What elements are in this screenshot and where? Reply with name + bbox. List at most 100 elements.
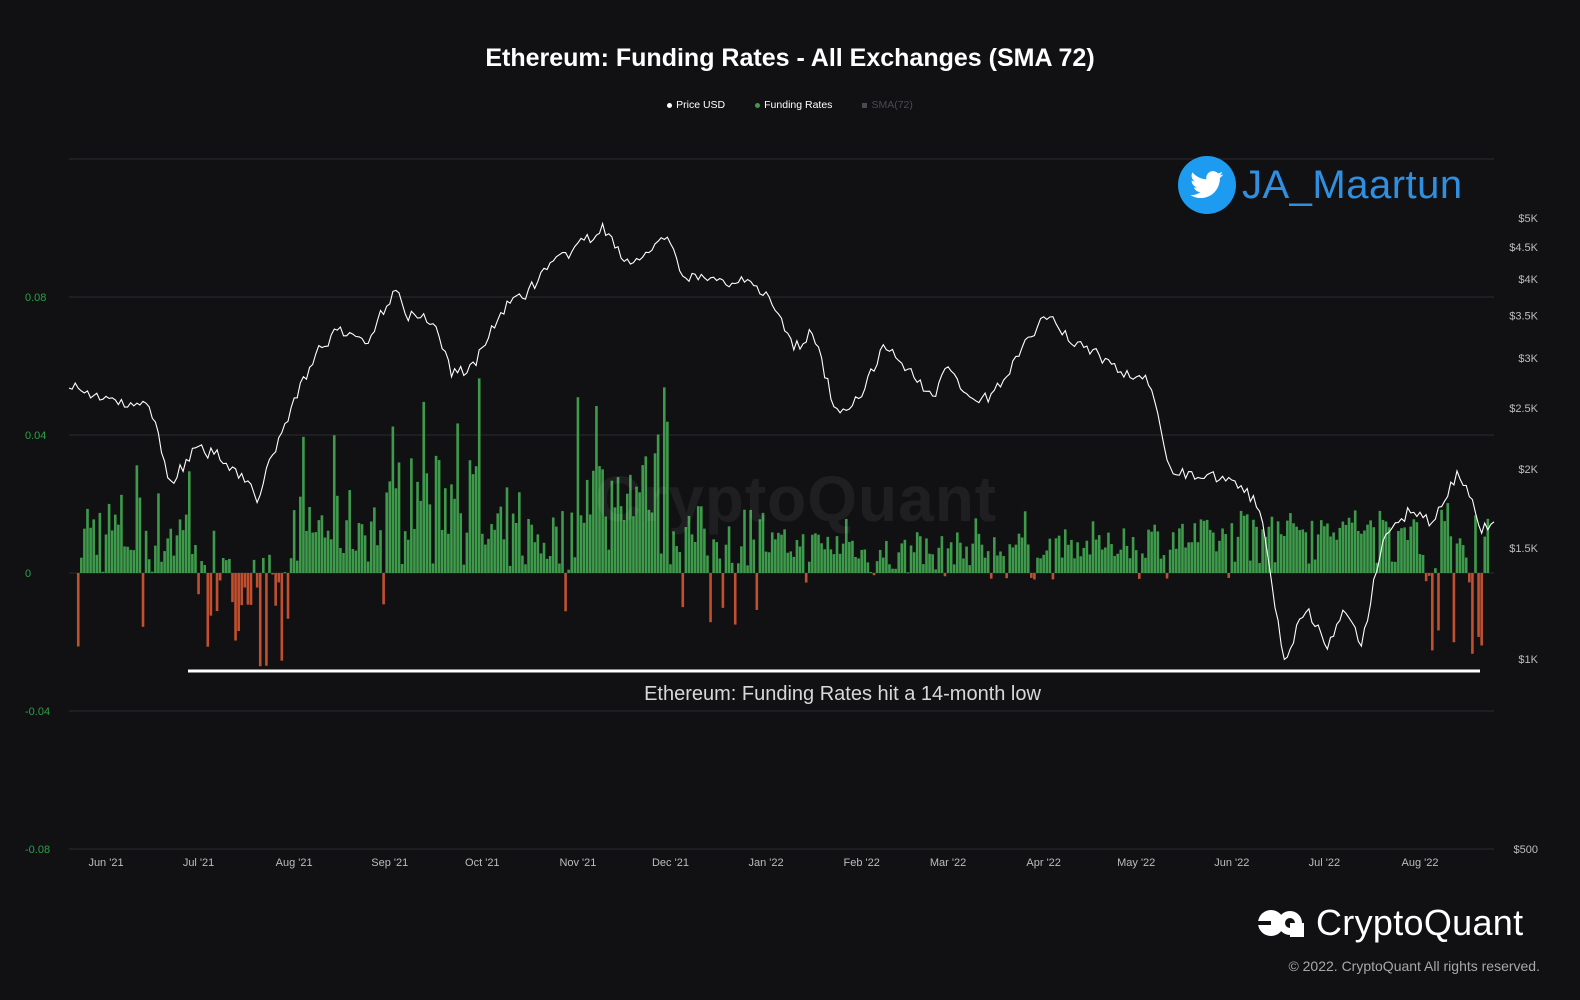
funding-rate-bar [869, 572, 873, 574]
funding-rate-bar [638, 492, 641, 573]
copyright-notice: © 2022. CryptoQuant All rights reserved. [1288, 958, 1540, 974]
funding-rate-bar [965, 546, 968, 573]
x-axis-tick-label: Mar '22 [930, 857, 966, 869]
funding-rate-bar [783, 529, 786, 573]
funding-rate-bar [1030, 573, 1033, 578]
funding-rate-bar [1310, 520, 1314, 573]
funding-rate-bar [675, 546, 678, 573]
funding-rate-bar [354, 550, 358, 573]
funding-rate-bar [385, 492, 388, 573]
funding-rate-bar [928, 553, 931, 573]
funding-rate-bar [1085, 540, 1089, 573]
funding-rate-bar [518, 492, 521, 573]
funding-rate-bar [422, 401, 426, 573]
funding-rate-bar [187, 471, 191, 573]
funding-rate-bar [610, 480, 614, 573]
right-axis-tick-label: $3.5K [1509, 311, 1538, 323]
funding-rate-bar [681, 573, 685, 608]
funding-rate-bars [76, 378, 1490, 667]
funding-rate-bar [1252, 519, 1255, 573]
funding-rate-bar [838, 553, 842, 573]
funding-rate-bar [792, 556, 796, 573]
funding-rate-bar [1403, 527, 1406, 573]
legend-item-sma[interactable]: SMA(72) [862, 99, 913, 111]
funding-rate-bar [1338, 527, 1342, 573]
funding-rate-bar [1286, 520, 1289, 573]
funding-rate-bar [548, 556, 552, 573]
funding-rate-bar [157, 493, 160, 573]
funding-rate-bar [749, 509, 752, 573]
funding-rate-bar [191, 554, 194, 573]
funding-rate-bar [481, 533, 484, 573]
funding-rate-bar [1480, 573, 1483, 646]
funding-rate-bar [983, 557, 987, 573]
funding-rate-bar [962, 558, 965, 573]
funding-rate-bar [946, 548, 950, 573]
funding-rate-bar [1063, 529, 1067, 573]
funding-rate-bar [940, 536, 944, 573]
funding-rate-bar [582, 522, 586, 573]
funding-rate-bar [690, 534, 694, 573]
funding-rate-bar [1474, 515, 1477, 573]
funding-rate-bar [1273, 562, 1277, 573]
funding-rate-bar [1128, 558, 1132, 573]
funding-rate-bar [829, 549, 833, 573]
funding-rate-bar [1347, 517, 1351, 573]
funding-rate-bar [1282, 536, 1286, 573]
legend-label-sma: SMA(72) [871, 99, 913, 111]
funding-rate-bar [625, 493, 629, 573]
x-axis-tick-label: Sep '21 [371, 857, 408, 869]
twitter-handle-text: JA_Maartun [1242, 162, 1463, 207]
funding-rate-bar [138, 497, 142, 573]
funding-rate-bar [567, 569, 570, 573]
funding-rate-bar [366, 561, 370, 573]
funding-rate-bar [487, 538, 490, 573]
funding-rate-bar [1033, 573, 1036, 580]
brand-name: CryptoQuant [1316, 902, 1524, 943]
funding-rate-bar [875, 561, 879, 573]
funding-rate-bar [1412, 519, 1416, 573]
funding-rate-bar [1443, 521, 1446, 573]
funding-rate-bar [1171, 532, 1175, 573]
funding-rate-bar [1289, 513, 1292, 573]
funding-rate-bar [656, 434, 660, 573]
legend-item-price[interactable]: Price USD [667, 99, 725, 111]
funding-rate-bar [530, 524, 533, 573]
funding-rate-bar [95, 554, 99, 573]
funding-rate-bar [1150, 531, 1153, 573]
funding-rate-bar [117, 524, 120, 573]
funding-rate-bar [835, 536, 839, 573]
funding-rate-bar [1119, 549, 1123, 573]
funding-rate-bar [302, 436, 305, 573]
funding-rate-bar [342, 553, 345, 573]
funding-rate-bar [305, 530, 308, 573]
funding-rate-bar [795, 539, 799, 573]
funding-rate-bar [524, 564, 527, 573]
funding-rate-bar [169, 528, 173, 573]
funding-rate-bar [1036, 557, 1039, 573]
funding-rate-bar [141, 573, 145, 627]
funding-rate-bar [348, 490, 351, 573]
x-axis-tick-label: Jun '21 [88, 857, 123, 869]
funding-rate-bar [154, 545, 157, 573]
funding-rate-bar [113, 514, 117, 573]
funding-rate-bar [110, 530, 114, 573]
funding-rate-bar [659, 553, 663, 573]
legend-item-funding-rates[interactable]: Funding Rates [755, 99, 832, 111]
funding-rate-bar [1131, 536, 1135, 573]
funding-rate-bar [650, 512, 654, 573]
funding-rate-bar [912, 552, 916, 573]
funding-rate-bar [1067, 544, 1070, 573]
funding-rate-bar [1366, 524, 1369, 573]
funding-rate-bar [811, 534, 814, 573]
funding-rate-bar [1057, 535, 1061, 573]
funding-rate-bar [1393, 561, 1397, 573]
funding-rate-bar [561, 511, 564, 573]
funding-rate-bar [903, 539, 907, 573]
funding-rate-bar [585, 479, 589, 573]
funding-rate-bar [1181, 523, 1184, 573]
funding-rate-bar [1292, 523, 1295, 573]
funding-rate-bar [388, 481, 392, 573]
funding-rate-bar [993, 537, 996, 573]
funding-rate-bar [1483, 536, 1487, 573]
